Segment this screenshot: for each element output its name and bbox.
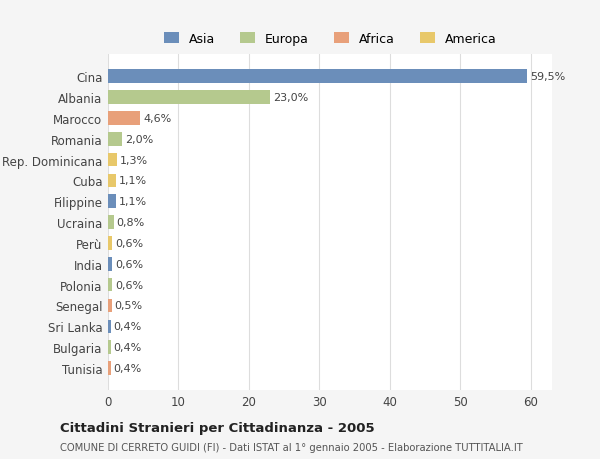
Text: 0,6%: 0,6%	[115, 280, 143, 290]
Text: 0,4%: 0,4%	[113, 322, 142, 331]
Text: 4,6%: 4,6%	[143, 114, 172, 123]
Bar	[108, 320, 111, 333]
Bar	[108, 153, 117, 167]
Text: 0,8%: 0,8%	[116, 218, 145, 228]
Bar	[108, 216, 113, 230]
Text: 0,6%: 0,6%	[115, 259, 143, 269]
Bar	[108, 70, 527, 84]
Text: 0,5%: 0,5%	[115, 301, 142, 311]
Text: Cittadini Stranieri per Cittadinanza - 2005: Cittadini Stranieri per Cittadinanza - 2…	[60, 421, 374, 434]
Text: 0,4%: 0,4%	[113, 363, 142, 373]
Text: 1,1%: 1,1%	[119, 176, 146, 186]
Text: 1,3%: 1,3%	[120, 155, 148, 165]
Bar	[108, 195, 116, 208]
Text: 0,6%: 0,6%	[115, 238, 143, 248]
Text: 0,4%: 0,4%	[113, 342, 142, 353]
Bar	[108, 341, 111, 354]
Text: 23,0%: 23,0%	[273, 93, 308, 103]
Bar	[108, 278, 112, 292]
Text: 2,0%: 2,0%	[125, 134, 153, 145]
Bar	[108, 133, 122, 146]
Text: COMUNE DI CERRETO GUIDI (FI) - Dati ISTAT al 1° gennaio 2005 - Elaborazione TUTT: COMUNE DI CERRETO GUIDI (FI) - Dati ISTA…	[60, 442, 523, 452]
Bar	[108, 174, 116, 188]
Bar	[108, 299, 112, 313]
Legend: Asia, Europa, Africa, America: Asia, Europa, Africa, America	[158, 28, 502, 51]
Bar	[108, 91, 270, 105]
Bar	[108, 112, 140, 125]
Bar	[108, 237, 112, 250]
Bar	[108, 257, 112, 271]
Text: 1,1%: 1,1%	[119, 197, 146, 207]
Text: 59,5%: 59,5%	[530, 72, 565, 82]
Bar	[108, 361, 111, 375]
